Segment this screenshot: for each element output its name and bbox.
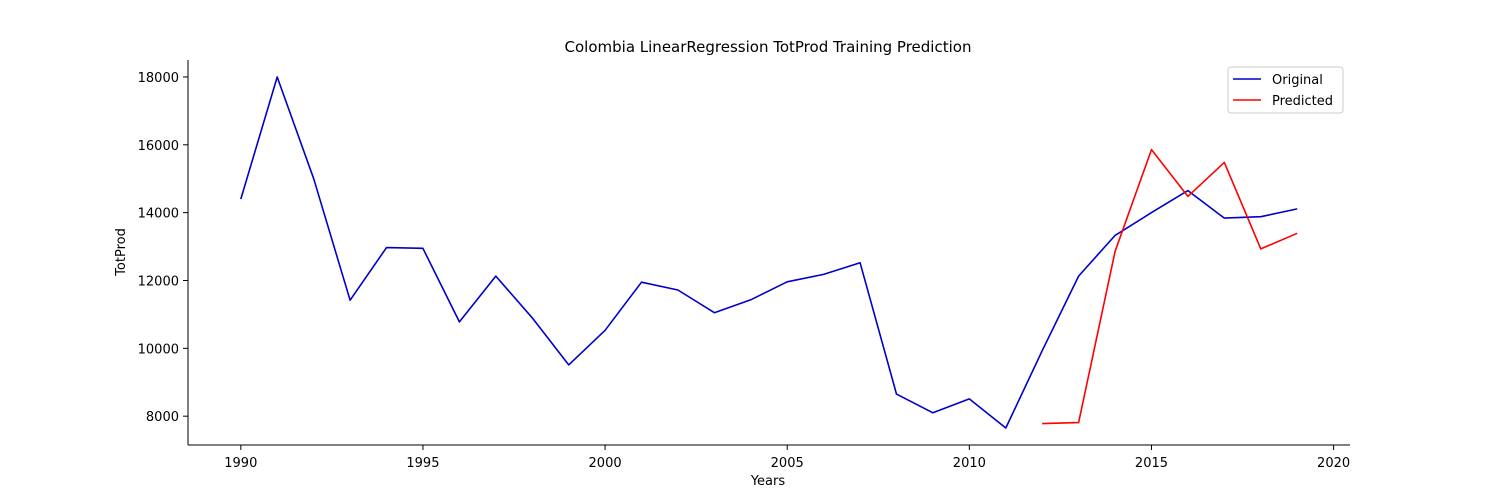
y-axis-title: TotProd [114,228,129,277]
legend-label-predicted: Predicted [1272,94,1333,109]
y-tick-label: 8000 [146,410,179,425]
x-tick-label: 1990 [224,456,257,471]
y-tick-label: 14000 [138,207,179,222]
x-tick-label: 2010 [953,456,986,471]
y-tick-label: 18000 [138,71,179,86]
x-axis-title: Years [750,474,786,489]
y-tick-label: 16000 [138,139,179,154]
chart-title: Colombia LinearRegression TotProd Traini… [565,38,972,56]
x-tick-label: 2020 [1317,456,1350,471]
x-axis-ticks: 1990 1995 2000 2005 2010 2015 2020 [224,445,1350,471]
plot-area [240,76,1298,429]
x-tick-label: 2015 [1135,456,1168,471]
y-tick-label: 12000 [138,274,179,289]
series-line-original [240,76,1298,429]
x-tick-label: 1995 [406,456,439,471]
x-tick-label: 2005 [771,456,804,471]
legend: Original Predicted [1227,66,1344,114]
y-axis-ticks: 8000 10000 12000 14000 16000 18000 [138,71,188,425]
legend-label-original: Original [1272,73,1323,88]
series-line-predicted [1042,148,1298,425]
y-tick-label: 10000 [138,342,179,357]
x-tick-label: 2000 [589,456,622,471]
